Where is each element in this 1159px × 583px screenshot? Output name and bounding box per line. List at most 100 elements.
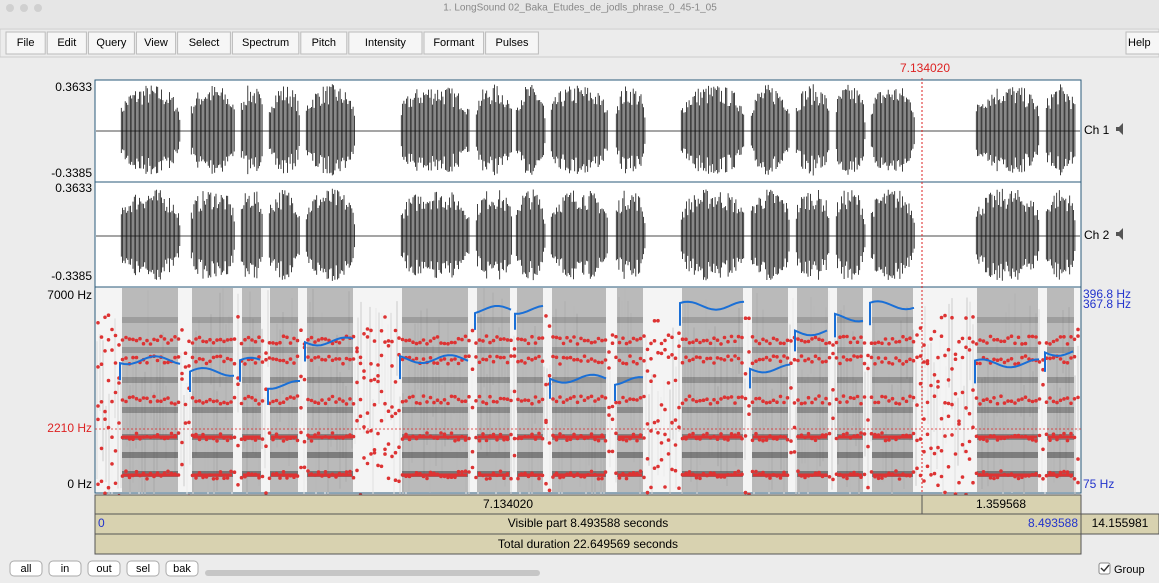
spectrogram-noise — [939, 339, 941, 405]
spectrogram-harmonic — [122, 407, 178, 413]
spectrogram-noise — [750, 353, 752, 436]
spectrogram-harmonic — [192, 317, 233, 323]
spectrogram-harmonic — [517, 452, 543, 458]
spectrogram-noise — [237, 294, 239, 413]
zoom-button-label: all — [20, 563, 31, 575]
visible-start: 0 — [98, 516, 105, 530]
spectrogram-noise — [972, 324, 974, 428]
menu-bar: FileEditQueryViewSelectSpectrumPitchInte… — [0, 29, 1159, 57]
spectrogram-harmonic — [477, 407, 510, 413]
spectrogram-harmonic — [752, 377, 788, 383]
page: 1. LongSound 02_Baka_Etudes_de_jodls_phr… — [0, 0, 1159, 578]
spectrogram-harmonic — [270, 452, 298, 458]
spectrogram-harmonic — [797, 452, 828, 458]
scrollbar[interactable] — [205, 570, 540, 576]
spectrogram-harmonic — [682, 317, 743, 323]
spectrogram-noise — [936, 380, 938, 468]
spectrogram-noise — [924, 306, 926, 368]
visible-end: 8.493588 — [1028, 516, 1078, 530]
spectrogram-harmonic — [402, 317, 468, 323]
spec-top: 7000 Hz — [47, 288, 92, 302]
spectrogram-harmonic — [477, 452, 510, 458]
spectrogram-harmonic — [552, 317, 606, 323]
spectrogram-noise — [831, 388, 833, 489]
spectrogram-harmonic — [242, 377, 261, 383]
spectrogram-noise — [930, 343, 932, 477]
spectrogram-harmonic — [797, 377, 828, 383]
spectrogram-harmonic — [617, 317, 643, 323]
zoom-button[interactable] — [34, 4, 42, 12]
spectrogram-harmonic — [270, 347, 298, 353]
spectrogram-harmonic — [977, 317, 1038, 323]
spectrogram-noise — [471, 325, 473, 410]
selection-right: 1.359568 — [976, 497, 1026, 511]
spectrogram-noise — [114, 318, 116, 418]
spectrogram-harmonic — [872, 317, 913, 323]
spectrogram-noise — [654, 384, 656, 453]
spectrogram-harmonic — [682, 347, 743, 353]
zoom-button-label: bak — [173, 563, 191, 575]
spec-bottom: 0 Hz — [67, 477, 92, 491]
spectrogram-harmonic — [617, 347, 643, 353]
spectrogram-harmonic — [242, 407, 261, 413]
spectrogram-harmonic — [837, 347, 863, 353]
spectrogram-harmonic — [192, 377, 233, 383]
spectrogram-noise — [645, 337, 647, 434]
menu-label: Formant — [433, 37, 474, 49]
minimize-button[interactable] — [20, 4, 28, 12]
spectrogram-harmonic — [1047, 407, 1074, 413]
spectrogram-noise — [387, 324, 389, 406]
spectrogram-harmonic — [797, 317, 828, 323]
spectrogram-harmonic — [122, 377, 178, 383]
spectrogram-noise — [927, 344, 929, 424]
spectrogram-noise — [267, 290, 269, 367]
menu-label: Pitch — [312, 37, 336, 49]
spectrogram-noise — [663, 380, 665, 476]
menu-label: Query — [96, 37, 126, 49]
spectrogram-noise — [957, 398, 959, 466]
spectrogram-noise — [615, 403, 617, 483]
spectrogram-harmonic — [402, 377, 468, 383]
spectrogram-harmonic — [752, 407, 788, 413]
spectrogram-harmonic — [977, 452, 1038, 458]
spectrogram-noise — [678, 339, 680, 431]
ch1-top: 0.3633 — [55, 80, 92, 94]
right-hidden: 14.155981 — [1092, 516, 1149, 530]
spectrogram-harmonic — [682, 407, 743, 413]
spectrogram-noise — [864, 372, 866, 457]
zoom-button-label: in — [61, 563, 70, 575]
spectrogram-harmonic — [752, 347, 788, 353]
ch2-label: Ch 2 — [1084, 228, 1110, 242]
spectrogram-harmonic — [752, 452, 788, 458]
spectrogram-harmonic — [617, 452, 643, 458]
spectrogram-harmonic — [872, 347, 913, 353]
spectrogram-noise — [948, 304, 950, 388]
spectrogram-harmonic — [872, 407, 913, 413]
menu-label: Help — [1128, 37, 1151, 49]
spectrogram-harmonic — [192, 407, 233, 413]
spectrogram-harmonic — [402, 347, 468, 353]
spectrogram-noise — [360, 302, 362, 365]
spectrogram-noise — [744, 379, 746, 460]
spectrogram-harmonic — [1047, 317, 1074, 323]
spectrogram-noise — [1044, 404, 1046, 501]
spectrogram-harmonic — [682, 452, 743, 458]
spectrogram-noise — [261, 329, 263, 449]
spectrogram-noise — [606, 349, 608, 432]
spectrogram-harmonic — [837, 452, 863, 458]
spectrogram-harmonic — [122, 452, 178, 458]
zoom-buttons: allinoutselbak — [10, 561, 198, 576]
ch1-label: Ch 1 — [1084, 123, 1110, 137]
menu-label: Pulses — [495, 37, 529, 49]
spectrogram-harmonic — [617, 407, 643, 413]
spectrogram-harmonic — [552, 347, 606, 353]
menu-label: Select — [189, 37, 220, 49]
spectrogram-noise — [510, 390, 512, 497]
window-title: 1. LongSound 02_Baka_Etudes_de_jodls_phr… — [443, 3, 717, 14]
spectrogram-harmonic — [307, 452, 353, 458]
cursor-time: 7.134020 — [900, 61, 950, 75]
pitch-bottom: 75 Hz — [1083, 477, 1114, 491]
spectrogram-harmonic — [242, 317, 261, 323]
close-button[interactable] — [6, 4, 14, 12]
menu-label: Intensity — [365, 37, 406, 49]
